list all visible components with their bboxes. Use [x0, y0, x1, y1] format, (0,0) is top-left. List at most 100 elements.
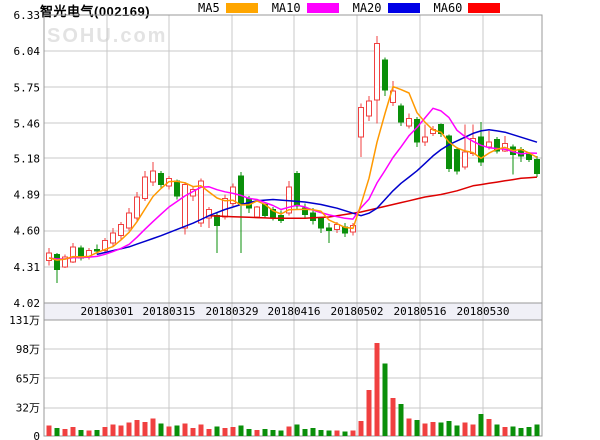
volume-bar [78, 429, 84, 436]
price-tick-label: 4.31 [14, 261, 41, 274]
legend-item-ma60: MA60 [434, 1, 501, 15]
volume-bar [222, 428, 228, 436]
volume-tick-label: 98万 [16, 343, 40, 356]
legend-label-ma20: MA20 [352, 1, 382, 15]
volume-bar [230, 427, 236, 436]
volume-bars [46, 343, 540, 436]
date-tick-label: 20180301 [81, 305, 134, 318]
volume-bar [342, 431, 348, 436]
price-tick-label: 4.02 [14, 297, 41, 310]
volume-bar [126, 422, 132, 436]
volume-bar [398, 404, 404, 436]
candle [366, 96, 372, 121]
candle [382, 57, 388, 97]
candle [62, 254, 68, 269]
candle [326, 223, 332, 244]
volume-bar [414, 420, 420, 436]
ma5-line [48, 85, 538, 261]
volume-bar [174, 425, 180, 436]
candle [446, 134, 452, 173]
volume-bar [142, 421, 148, 436]
volume-bar [94, 429, 100, 436]
volume-bar [470, 424, 476, 436]
date-tick-label: 20180329 [206, 305, 259, 318]
candle [214, 213, 220, 254]
volume-bar [494, 424, 500, 436]
volume-bar [502, 427, 508, 436]
candle [54, 253, 60, 284]
volume-bar [334, 430, 340, 436]
volume-bar [374, 343, 380, 436]
volume-tick-label: 131万 [9, 314, 40, 327]
candle [374, 36, 380, 124]
price-tick-label: 6.04 [14, 45, 41, 58]
volume-bar [462, 422, 468, 436]
candle [422, 124, 428, 146]
candle [134, 192, 140, 221]
volume-bar [150, 418, 156, 436]
candle [174, 179, 180, 200]
volume-bar [270, 429, 276, 436]
volume-bar [310, 428, 316, 436]
candle [230, 183, 236, 206]
sohu-watermark: SOHU.com [47, 25, 168, 47]
price-tick-label: 5.18 [14, 152, 41, 165]
ma60-line [208, 176, 538, 219]
candle [398, 103, 404, 126]
volume-bar [422, 423, 428, 436]
volume-bar [54, 428, 60, 436]
volume-bar [182, 423, 188, 436]
candle [126, 208, 132, 231]
candle [238, 172, 244, 254]
candle [438, 123, 444, 138]
volume-bar [254, 429, 260, 436]
volume-bar [46, 425, 52, 436]
axis-labels: 6.33 6.04 5.75 5.46 5.18 4.89 4.60 4.31 4.02 131万… [9, 9, 509, 440]
chart-frame [43, 14, 543, 437]
candle [302, 203, 308, 219]
candle [70, 243, 76, 264]
volume-bar [350, 430, 356, 436]
candle [46, 248, 52, 266]
volume-bar [390, 397, 396, 436]
price-tick-label: 6.33 [14, 9, 41, 22]
volume-bar [134, 420, 140, 436]
legend-label-ma5: MA5 [198, 1, 220, 15]
volume-bar [438, 422, 444, 436]
volume-bar [70, 427, 76, 436]
candle [294, 170, 300, 210]
legend-swatch-ma60-icon [468, 3, 501, 13]
ma10-line [48, 107, 538, 260]
candle [110, 228, 116, 247]
date-tick-label: 20180416 [268, 305, 321, 318]
volume-bar [526, 427, 532, 436]
volume-bar [318, 429, 324, 436]
legend-label-ma10: MA10 [271, 1, 301, 15]
volume-bar [262, 428, 268, 436]
price-tick-label: 4.89 [14, 189, 41, 202]
legend-swatch-ma20-icon [387, 3, 420, 13]
date-tick-label: 20180530 [457, 305, 510, 318]
legend-item-ma10: MA10 [272, 1, 339, 15]
candle [158, 170, 164, 189]
price-tick-label: 5.46 [14, 117, 41, 130]
volume-tick-label: 65万 [16, 372, 40, 385]
candle [150, 162, 156, 186]
candle [142, 170, 148, 201]
volume-bar [166, 426, 172, 436]
volume-bar [190, 428, 196, 436]
candle [414, 117, 420, 148]
volume-bar [62, 428, 68, 436]
volume-bar [478, 413, 484, 436]
legend-swatch-ma5-icon [225, 3, 258, 13]
volume-bar [86, 430, 92, 436]
price-tick-label: 4.60 [14, 225, 41, 238]
volume-bar [158, 423, 164, 436]
volume-bar [534, 424, 540, 436]
candle [206, 207, 212, 229]
volume-bar [214, 426, 220, 436]
candle [342, 223, 348, 237]
candle [118, 221, 124, 240]
candles [46, 36, 540, 284]
